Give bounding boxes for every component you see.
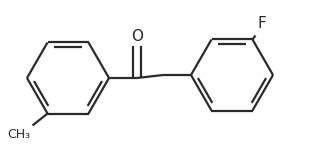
Text: F: F [257,16,266,32]
Text: O: O [131,29,143,44]
Text: CH₃: CH₃ [7,127,30,141]
